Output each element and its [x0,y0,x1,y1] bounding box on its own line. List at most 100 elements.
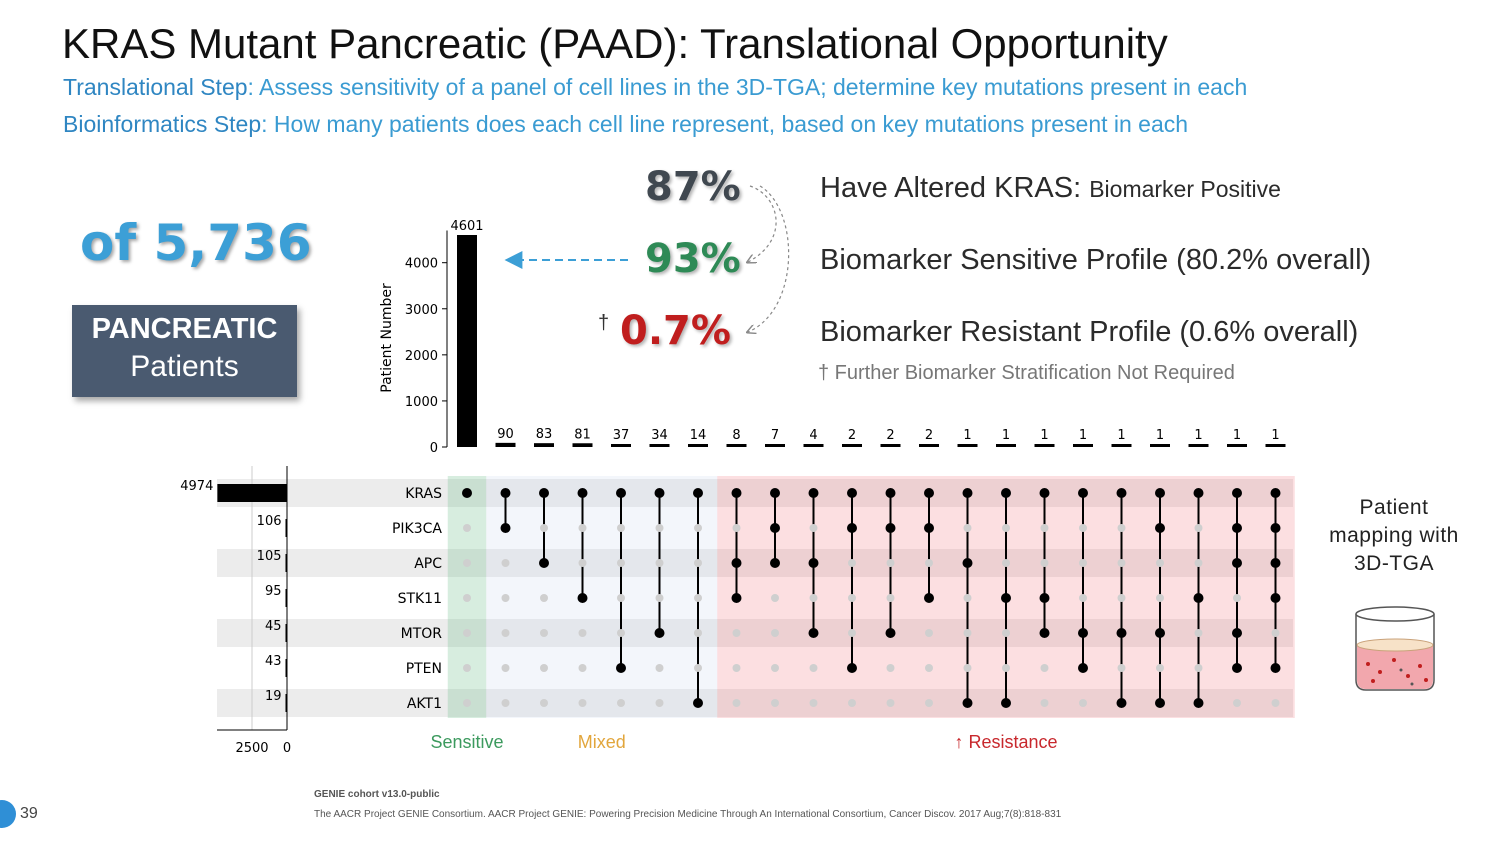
matrix-dot-filled [962,488,973,498]
matrix-dot-filled [654,488,665,498]
gene-label: PIK3CA [392,521,442,537]
matrix-dot-empty [771,594,779,602]
gene-label: AKT1 [407,696,442,712]
matrix-dot-filled [885,488,896,498]
matrix-dot-empty [771,664,779,672]
set-size-value: 43 [265,654,282,669]
matrix-dot-empty [1002,629,1010,637]
matrix-dot-empty [1271,699,1280,707]
matrix-dot-empty [1079,559,1087,567]
intersection-bar [572,443,593,447]
intersection-count: 1 [1271,428,1279,443]
matrix-dot-empty [886,664,895,672]
matrix-dot-empty [809,594,818,602]
pancreatic-patients-box: PANCREATIC Patients [72,305,297,397]
matrix-dot-empty [501,664,510,672]
matrix-dot-filled [770,558,780,568]
translational-step-label: Translational Step [63,74,248,100]
intersection-bar [688,444,708,447]
matrix-dot-empty [1002,664,1010,672]
resistant-profile-label: Biomarker Resistant Profile (0.6% overal… [820,316,1359,348]
matrix-dot-empty [578,699,587,707]
source-cohort: GENIE cohort v13.0-public [314,789,440,800]
matrix-dot-empty [809,699,818,707]
intersection-bar [1227,444,1247,447]
matrix-dot-filled [847,523,857,533]
matrix-dot-filled [462,488,472,498]
source-citation: The AACR Project GENIE Consortium. AACR … [314,809,1062,820]
matrix-dot-filled [1001,698,1011,708]
matrix-dot-empty [771,699,779,707]
matrix-dot-filled [1078,628,1088,638]
intersection-count: 1 [1040,428,1048,443]
set-size-tick-label: 2500 [235,741,268,756]
matrix-dot-empty [1117,594,1126,602]
set-size-value: 19 [265,689,282,704]
matrix-dot-filled [577,593,588,603]
matrix-dot-empty [578,524,587,532]
matrix-dot-empty [886,559,895,567]
set-size-bar [285,519,287,537]
matrix-dot-empty [694,559,702,567]
page-number: 39 [20,805,38,822]
gene-label: MTOR [401,626,443,642]
matrix-dot-empty [1156,664,1164,672]
matrix-dot-filled [808,488,819,498]
matrix-dot-empty [463,629,471,637]
matrix-dot-empty [925,664,933,672]
intersection-bar [726,444,747,447]
matrix-dot-empty [694,664,702,672]
matrix-dot-filled [1232,523,1242,533]
intersection-bar [1111,444,1132,447]
matrix-dot-empty [1079,594,1087,602]
matrix-dot-filled [1039,593,1050,603]
gene-label: PTEN [406,661,442,677]
intersection-count: 2 [925,428,933,443]
intersection-bar [919,444,939,447]
matrix-dot-empty [732,699,741,707]
matrix-dot-empty [617,524,625,532]
matrix-dot-filled [539,488,549,498]
matrix-dot-filled [962,698,973,708]
matrix-dot-empty [694,594,702,602]
matrix-dot-empty [463,699,471,707]
gene-label: APC [414,556,442,572]
matrix-dot-empty [1040,524,1049,532]
matrix-dot-filled [731,558,742,568]
matrix-dot-filled [1001,593,1011,603]
matrix-dot-filled [1232,628,1242,638]
matrix-dot-filled [1116,488,1127,498]
biomarker-positive-label: Biomarker Positive [1089,176,1281,202]
matrix-dot-filled [1232,488,1242,498]
mapping-line-2: mapping with [1329,524,1459,547]
set-size-bar [285,589,287,607]
intersection-bar [1034,444,1055,447]
intersection-count: 7 [771,428,779,443]
matrix-dot-empty [1156,559,1164,567]
matrix-dot-empty [1194,664,1203,672]
matrix-dot-filled [1270,488,1281,498]
beaker-icon [1355,606,1435,691]
set-size-bar [217,484,287,502]
matrix-dot-empty [501,594,510,602]
set-size-bar [285,624,287,642]
matrix-dot-empty [1040,699,1049,707]
matrix-dot-empty [617,594,625,602]
matrix-dot-filled [693,488,703,498]
intersection-bar [1073,444,1093,447]
matrix-dot-empty [540,629,548,637]
patient-mapping-label: Patient mapping with 3D-TGA [1304,494,1484,578]
matrix-dot-empty [694,629,702,637]
matrix-dot-empty [617,559,625,567]
page-title: KRAS Mutant Pancreatic (PAAD): Translati… [62,20,1168,67]
matrix-dot-empty [578,629,587,637]
intersection-count: 2 [886,428,894,443]
matrix-dot-filled [616,663,626,673]
matrix-dot-filled [1270,593,1281,603]
matrix-dot-filled [924,523,934,533]
intersection-count: 37 [613,428,630,443]
matrix-dot-filled [962,558,973,568]
matrix-dot-filled [500,488,511,498]
matrix-dot-filled [731,593,742,603]
